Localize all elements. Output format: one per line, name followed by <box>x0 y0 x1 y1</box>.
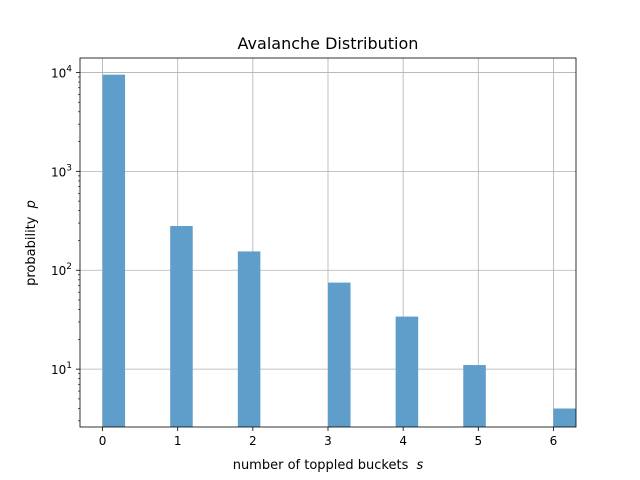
bars <box>102 74 576 427</box>
x-tick-label-0: 0 <box>99 434 107 448</box>
y-tick-label-10: 101 <box>51 361 72 377</box>
y-axis-label-text: probability <box>24 216 39 286</box>
bar-0 <box>102 74 126 427</box>
x-tick-label-1: 1 <box>174 434 182 448</box>
bar-5 <box>463 365 486 427</box>
axes: 0 1 2 3 4 5 6 101 102 103 104 <box>51 57 577 448</box>
x-axis-label: number of toppled buckets s <box>233 458 424 473</box>
bar-3 <box>328 282 351 427</box>
x-axis-label-text: number of toppled buckets <box>233 458 409 473</box>
x-tick-label-3: 3 <box>324 434 332 448</box>
chart-title: Avalanche Distribution <box>238 34 419 53</box>
x-tick-label-5: 5 <box>474 434 482 448</box>
y-tick-label-100: 102 <box>51 262 72 278</box>
y-axis-label: probability p <box>24 200 39 286</box>
grid-lines <box>80 58 576 427</box>
bar-6 <box>553 408 576 427</box>
y-tick-label-1000: 103 <box>51 163 72 179</box>
x-tick-label-4: 4 <box>399 434 407 448</box>
x-tick-label-2: 2 <box>249 434 257 448</box>
plot-frame <box>79 57 577 428</box>
bar-1 <box>170 226 193 427</box>
x-axis-label-variable: s <box>417 458 424 473</box>
x-tick-label-6: 6 <box>550 434 558 448</box>
y-axis-label-variable: p <box>24 200 39 209</box>
bar-2 <box>237 251 261 427</box>
y-tick-label-10000: 104 <box>51 64 72 80</box>
bar-4 <box>395 316 419 427</box>
